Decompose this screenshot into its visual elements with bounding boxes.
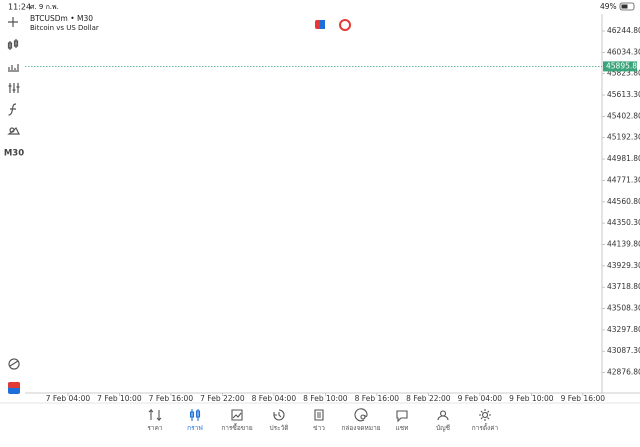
tab-icon[interactable]: [231, 409, 243, 421]
tab-label[interactable]: ข่าว: [313, 424, 325, 432]
y-tick-label: 43087.30: [607, 346, 640, 355]
one-click-icon[interactable]: [339, 19, 351, 31]
status-time: 11:24: [8, 3, 31, 12]
tab-label[interactable]: กล่องจดหมาย: [341, 424, 380, 432]
x-tick-label: 8 Feb 04:00: [252, 394, 297, 403]
status-battery: 49%: [600, 2, 617, 11]
x-tick-label: 9 Feb 16:00: [561, 394, 606, 403]
symbol-description: Bitcoin vs US Dollar: [30, 24, 99, 32]
battery-level: [621, 4, 628, 9]
tab-label[interactable]: การซื้อขาย: [221, 423, 252, 432]
last-price-label: 45895.89: [606, 61, 640, 70]
crosshair-tool[interactable]: [8, 17, 18, 27]
timeframe-button[interactable]: M30: [4, 149, 24, 159]
x-tick-label: 8 Feb 10:00: [303, 394, 348, 403]
y-tick-label: 45823.80: [607, 69, 640, 78]
speedometer-icon[interactable]: [8, 358, 20, 370]
y-tick-label: 44560.80: [607, 197, 640, 206]
tab-icon[interactable]: [354, 408, 368, 422]
y-tick-label: 45402.80: [607, 111, 640, 120]
indicators-tool[interactable]: [8, 64, 19, 72]
x-tick-label: 9 Feb 10:00: [509, 394, 554, 403]
left-toolbar: M30: [4, 17, 24, 394]
tab-icon[interactable]: [479, 409, 491, 421]
x-tick-label: 7 Feb 22:00: [200, 394, 245, 403]
x-tick-label: 8 Feb 22:00: [406, 394, 451, 403]
y-tick-label: 43929.30: [607, 261, 640, 270]
tab-icon[interactable]: [437, 410, 449, 421]
settings-tool[interactable]: [8, 83, 20, 93]
y-tick-label: 43718.80: [607, 282, 640, 291]
x-tick-label: 7 Feb 10:00: [97, 394, 142, 403]
y-tick-label: 43508.30: [607, 304, 640, 313]
x-tick-label: 8 Feb 16:00: [355, 394, 400, 403]
symbol-title[interactable]: BTCUSDm • M30: [30, 14, 93, 23]
y-tick-label: 45192.30: [607, 133, 640, 142]
y-tick-label: 44139.80: [607, 239, 640, 248]
tab-icon[interactable]: [273, 409, 285, 421]
trade-button-sell[interactable]: [8, 382, 20, 388]
x-tick-label: 7 Feb 16:00: [149, 394, 194, 403]
y-tick-label: 44350.30: [607, 218, 640, 227]
tab-icon[interactable]: [396, 410, 408, 423]
tab-label[interactable]: ราคา: [147, 424, 162, 432]
tab-label[interactable]: บัญชี: [436, 424, 451, 432]
y-tick-label: 44981.80: [607, 154, 640, 163]
y-tick-label: 44771.30: [607, 175, 640, 184]
y-tick-label: 46244.80: [607, 26, 640, 35]
tab-icon[interactable]: [148, 408, 162, 422]
tab-icon[interactable]: [314, 409, 324, 421]
tab-label[interactable]: กราฟ: [187, 424, 203, 432]
tab-label[interactable]: ประวัติ: [270, 424, 289, 432]
shapes-tool[interactable]: [7, 126, 20, 135]
y-tick-label: 45613.30: [607, 90, 640, 99]
tab-label[interactable]: แชท: [396, 424, 409, 432]
tab-bar: ราคา กราฟ การซื้อขาย ประวัติ ข่าว กล่องจดหมาย…: [147, 408, 499, 432]
chart-type-tool[interactable]: [7, 39, 19, 50]
status-date: ศ. 9 ก.พ.: [30, 3, 59, 11]
y-tick-label: 46034.30: [607, 47, 640, 56]
tab-icon[interactable]: [189, 409, 201, 421]
battery-icon: [619, 2, 635, 11]
y-tick-label: 42876.80: [607, 368, 640, 377]
objects-tool[interactable]: [8, 103, 17, 116]
x-tick-label: 9 Feb 04:00: [458, 394, 503, 403]
y-tick-label: 43297.80: [607, 325, 640, 334]
tab-label[interactable]: การตั้งค่า: [472, 423, 499, 432]
x-tick-label: 7 Feb 04:00: [46, 394, 91, 403]
last-price-box: [603, 61, 637, 72]
buy-button[interactable]: [320, 20, 325, 29]
